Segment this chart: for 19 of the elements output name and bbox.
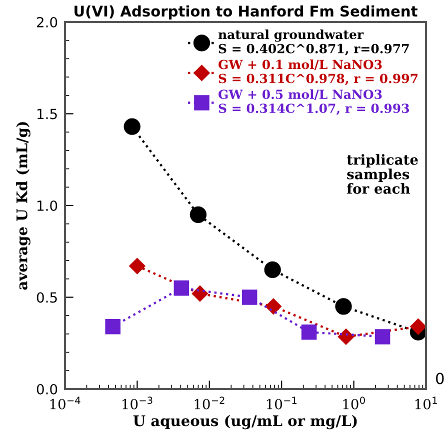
chart-title: U(VI) Adsorption to Hanford Fm Sediment bbox=[74, 5, 418, 20]
x-tick-label: 10$^{−4}$ bbox=[50, 396, 80, 410]
legend-label: natural groundwater S = 0.402C^0.871, r=0.977 bbox=[218, 30, 409, 56]
y-tick-label: 0.5 bbox=[36, 292, 57, 303]
y-tick-label: 1.0 bbox=[37, 200, 58, 211]
x-tick-label: 10$^{−3}$ bbox=[122, 396, 152, 410]
x-tick-label: 10$^{−2}$ bbox=[194, 396, 224, 410]
x-tick-label: 10$^{0}$ bbox=[343, 396, 365, 410]
y-tick-label: 0.0 bbox=[36, 384, 58, 394]
y-tick-label: 1.5 bbox=[37, 108, 57, 120]
x-axis-title: U aqueous (ug/mL or mg/L) bbox=[133, 414, 357, 430]
y-tick-label: 2.0 bbox=[36, 16, 58, 28]
x-tick-label: 10$^{1}$ bbox=[415, 396, 437, 410]
y-axis-title: average U Kd (mL/g) bbox=[16, 122, 30, 290]
annotation: triplicate samples for each bbox=[346, 154, 418, 194]
legend-label: GW + 0.1 mol/L NaNO3 S = 0.311C^0.978, r = 0.997 bbox=[218, 60, 418, 86]
legend-label: GW + 0.5 mol/L NaNO3 S = 0.314C^1.07, r = 0.993 bbox=[218, 89, 410, 115]
text: 0 bbox=[436, 372, 444, 384]
x-tick-label: 10$^{−1}$ bbox=[266, 396, 297, 410]
